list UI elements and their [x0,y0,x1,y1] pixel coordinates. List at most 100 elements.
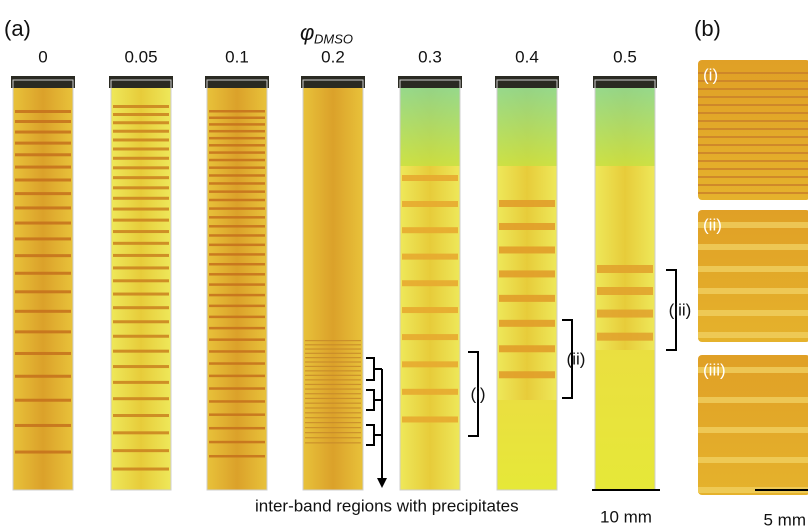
band [305,402,361,404]
inset-band [698,120,808,122]
scale-bar-label: 5 mm [764,510,807,529]
band [209,216,265,219]
inset-band [698,160,808,162]
band [209,253,265,256]
band [113,113,169,116]
band [305,361,361,363]
tube-bottom [595,350,655,490]
band [402,307,458,314]
tube-edge [302,79,364,491]
tube-cap [301,76,365,88]
tube-label: 0.2 [321,47,345,66]
inset-band [698,176,808,178]
band [113,218,169,222]
tube-top [595,86,655,166]
band [597,287,653,295]
panel-label: (b) [694,16,721,41]
band [209,129,265,133]
band [305,379,361,381]
tube-edge [206,79,268,491]
tube-cap [495,76,559,88]
panel-label: (a) [4,16,31,41]
band [209,350,265,353]
band [209,262,265,266]
band [15,254,71,258]
band [209,293,265,297]
band [305,432,361,434]
band [209,273,265,276]
inset-band [698,192,808,194]
inset-band [698,266,808,272]
tube-top [400,86,460,166]
band [305,422,361,424]
band [209,234,265,237]
band [209,174,265,177]
inset-label: (iii) [703,360,726,379]
band [113,147,169,151]
band [305,340,361,342]
tube-cap [205,76,269,88]
band [597,309,653,318]
tube [111,80,171,490]
band [113,105,169,108]
band [113,449,169,453]
band [499,371,555,379]
band [15,330,71,334]
band [305,383,361,386]
band [15,120,71,123]
band [15,450,71,454]
inset-band [698,128,808,130]
band [113,279,169,283]
band [499,223,555,230]
band [209,166,265,169]
inset-band [698,427,808,433]
band [209,362,265,365]
band [209,374,265,378]
band [305,370,361,372]
inset-band [698,184,808,186]
band [402,227,458,234]
tube-label: 0.1 [225,47,249,66]
band [402,175,458,181]
inset-band [698,457,808,463]
band [209,338,265,341]
inset-label: (i) [703,65,718,84]
band [305,417,361,419]
annotation-brackets [366,269,808,491]
band [209,123,265,126]
band [305,393,361,395]
band [113,156,169,160]
band [113,253,169,257]
inset-band [698,168,808,170]
band [15,374,71,378]
tube [13,80,73,490]
band [209,413,265,416]
band [209,283,265,286]
inset-band [698,487,808,493]
band [113,129,169,133]
band [209,190,265,193]
band [209,315,265,319]
band [113,397,169,401]
band [499,270,555,278]
band [15,237,71,241]
annotation: inter-band regions with precipitates [255,496,519,515]
inset-band [698,332,808,338]
band [209,182,265,185]
band [305,442,361,444]
band [305,412,361,414]
inset-band [698,80,808,82]
band [15,309,71,313]
band [209,207,265,210]
band [402,334,458,341]
band [15,271,71,275]
band [209,158,265,162]
tube-cap [109,76,173,88]
band [209,110,265,113]
band [402,280,458,287]
inset-band [698,144,808,146]
inset-band [698,367,808,373]
band [113,241,169,245]
band [209,304,265,308]
